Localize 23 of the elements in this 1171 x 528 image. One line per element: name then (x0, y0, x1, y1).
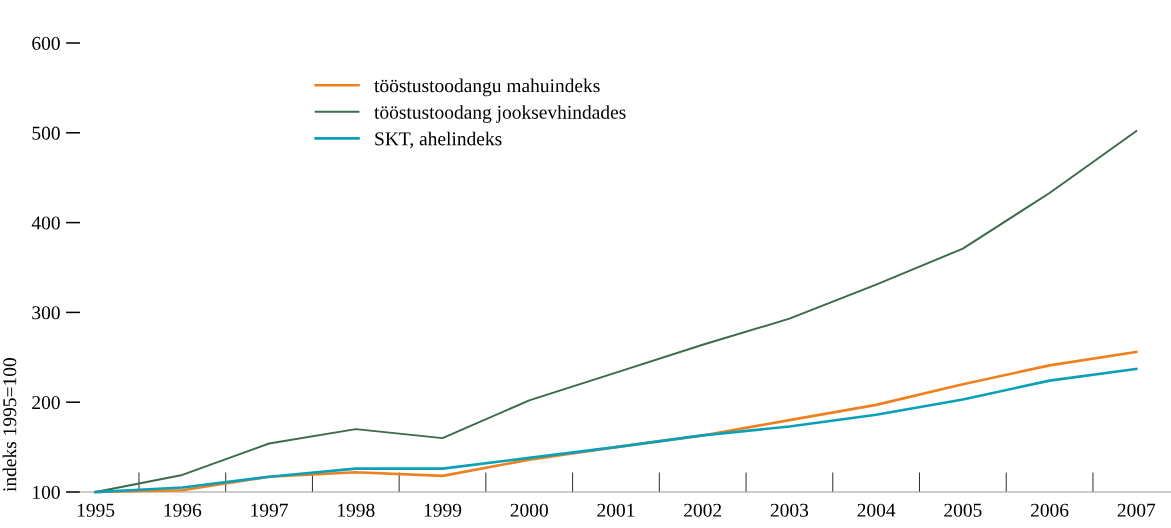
x-tick-label: 1998 (338, 503, 375, 517)
x-tick-label: 2001 (597, 503, 635, 517)
x-tick-label: 2005 (944, 503, 982, 517)
x-tick-label: 2004 (857, 503, 896, 517)
x-tick-label: 2006 (1030, 503, 1069, 517)
x-tick-label: 2002 (684, 503, 722, 517)
x-tick-label: 2000 (510, 503, 548, 517)
x-tick-label: 1995 (77, 503, 115, 517)
x-tick-label: 2003 (770, 503, 809, 517)
legend-label: tööstustoodangu mahuindeks (374, 78, 600, 97)
x-tick-label: 1997 (251, 503, 288, 517)
y-axis-title: indeks 1995=100 (2, 358, 17, 492)
y-tick-label: 200 (32, 396, 60, 410)
y-tick-label: 600 (32, 36, 60, 50)
y-tick-label: 100 (33, 485, 60, 499)
legend-label: tööstustoodang jooksevhindades (374, 105, 626, 123)
legend-label: SKT, ahelindeks (375, 131, 502, 149)
x-tick-label: 1999 (424, 503, 462, 517)
y-tick-label: 500 (32, 126, 60, 140)
x-tick-label: 1996 (164, 503, 202, 517)
y-tick-label: 300 (32, 306, 60, 320)
y-tick-label: 400 (31, 216, 60, 230)
x-tick-label: 2007 (1117, 503, 1156, 517)
